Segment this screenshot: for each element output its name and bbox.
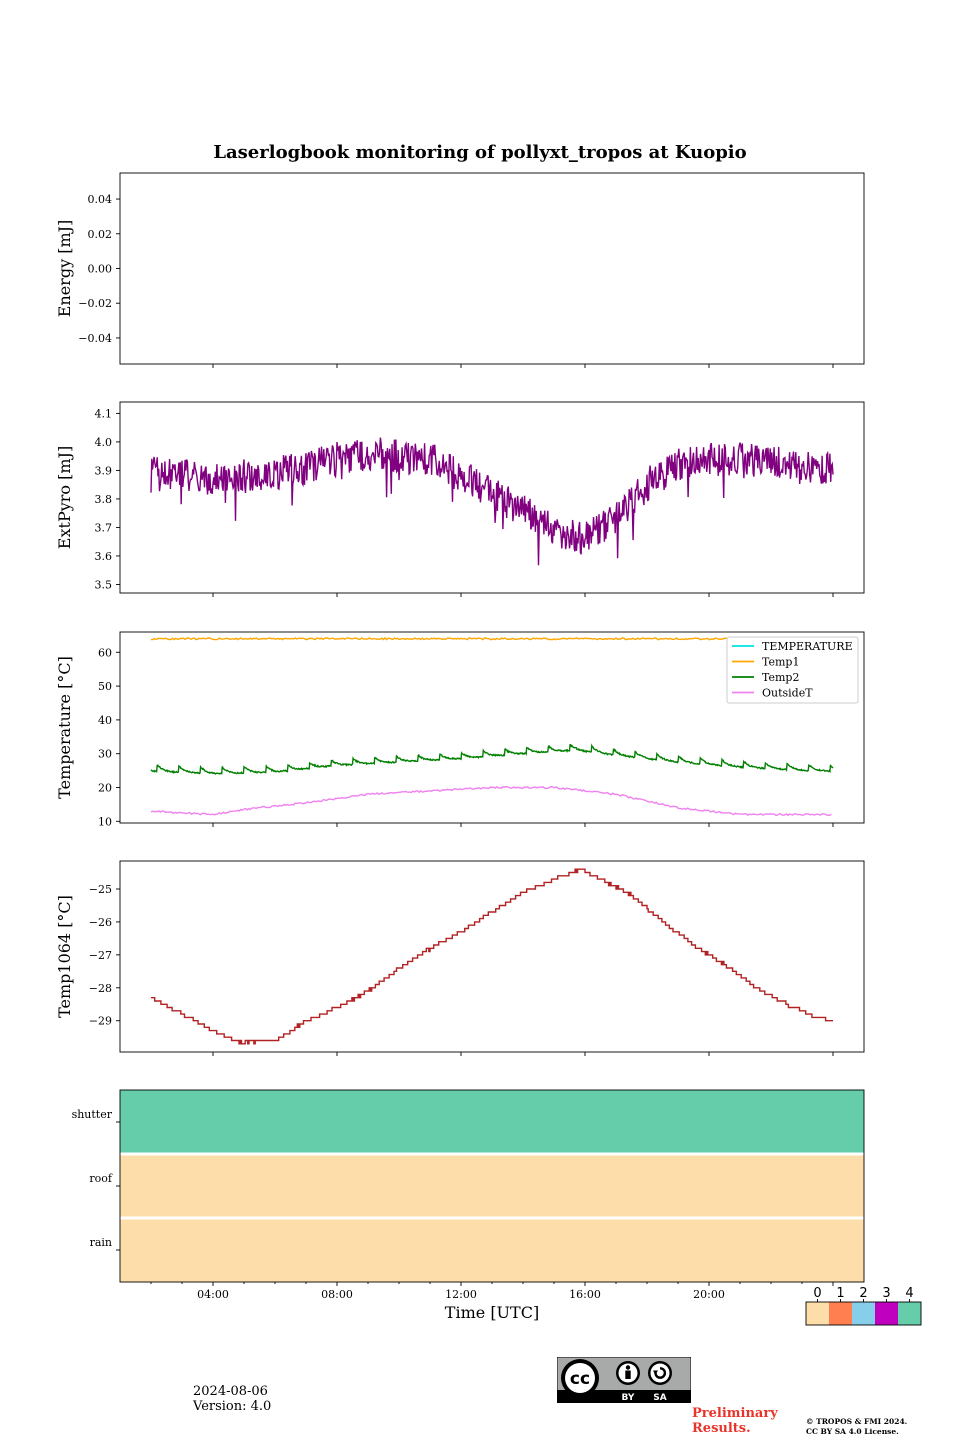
panel-3: 10 20 30 40 50 60 Temperature [°C] TEMPERATURE T… <box>55 631 865 828</box>
y-tick-label: −25 <box>89 883 112 896</box>
y-tick-label: 10 <box>98 815 112 828</box>
colorbar-swatch-4 <box>898 1302 921 1325</box>
y-tick-label: −28 <box>89 982 112 995</box>
colorbar-swatch-0 <box>806 1302 829 1325</box>
series-temp1 <box>151 636 832 641</box>
series-line-0 <box>151 868 833 1045</box>
series-outsidet <box>150 785 832 817</box>
y-tick-label: −0.02 <box>78 297 112 310</box>
panel-5: shutter roof rain 04:00 08:00 12:00 16:00 20:00 <box>72 1089 865 1301</box>
colorbar-frame <box>805 1301 922 1326</box>
x-tick-label: 04:00 <box>197 1288 229 1301</box>
x-tick-label: 08:00 <box>321 1288 353 1301</box>
y-tick-label: 3.9 <box>95 464 113 477</box>
y-tick-label: 0.00 <box>88 263 113 276</box>
colorbar-tick-label: 2 <box>859 1286 867 1301</box>
y-tick-label: 3.8 <box>95 493 113 506</box>
x-tick-label: 12:00 <box>445 1288 477 1301</box>
plot-frame <box>119 172 865 365</box>
svg-text:cc: cc <box>570 1369 590 1389</box>
plot-frame <box>119 401 865 594</box>
y-tick-label: 4.1 <box>95 407 113 420</box>
legend-entry: OutsideT <box>762 687 813 700</box>
x-axis-label: Time [UTC] <box>445 1303 539 1322</box>
y-tick-label: 3.7 <box>95 521 113 534</box>
y-tick-label: 3.6 <box>95 550 113 563</box>
date-label: 2024-08-06 <box>193 1384 268 1399</box>
y-tick-label: 4.0 <box>95 436 113 449</box>
y-axis-label: Energy [mJ] <box>55 220 74 318</box>
legend-box <box>726 636 859 704</box>
y-tick-label: 0.02 <box>88 228 113 241</box>
y-tick-label: −26 <box>89 916 112 929</box>
figure-title: Laserlogbook monitoring of pollyxt_tropo… <box>213 142 746 163</box>
series-temp2 <box>150 743 834 775</box>
y-tick-label: −0.04 <box>78 332 112 345</box>
y-axis-label: ExtPyro [mJ] <box>55 446 74 549</box>
legend-entry: Temp2 <box>762 671 799 684</box>
plot-frame <box>119 860 865 1053</box>
colorbar-swatch-1 <box>829 1302 852 1325</box>
colorbar-tick-label: 3 <box>882 1286 890 1301</box>
version-label: Version: 4.0 <box>193 1399 272 1414</box>
legend-entry: Temp1 <box>762 656 799 669</box>
legend-entry: TEMPERATURE <box>762 640 853 653</box>
y-axis-label: Temp1064 [°C] <box>55 895 74 1018</box>
series-line-0 <box>150 437 834 566</box>
y-tick-label: 3.5 <box>95 578 113 591</box>
row-label: roof <box>89 1172 113 1185</box>
status-row-roof <box>120 1154 864 1218</box>
cc-license-badge: cc BY SA <box>557 1357 691 1403</box>
colorbar-tick-label: 4 <box>905 1286 913 1301</box>
row-label: rain <box>90 1236 112 1249</box>
y-tick-label: 60 <box>98 646 112 659</box>
panel-2: 3.5 3.6 3.7 3.8 3.9 4.0 4.1 ExtPyro [mJ] <box>55 401 865 597</box>
y-axis-label: Temperature [°C] <box>55 656 74 799</box>
y-tick-label: 50 <box>98 680 112 693</box>
status-row-rain <box>120 1218 864 1282</box>
panel-1: −0.04 −0.02 0.00 0.02 0.04 Energy [mJ] <box>55 172 865 368</box>
colorbar-swatch-3 <box>875 1302 898 1325</box>
plot-frame <box>119 631 865 824</box>
y-tick-label: 30 <box>98 748 112 761</box>
panel-4: −29 −28 −27 −26 −25 Temp1064 [°C] <box>55 860 865 1056</box>
y-tick-label: 0.04 <box>88 193 113 206</box>
y-tick-label: −29 <box>89 1015 112 1028</box>
svg-text:BY: BY <box>622 1393 635 1403</box>
colorbar-tick-label: 1 <box>836 1286 844 1301</box>
date-version-block: 2024-08-06 Version: 4.0 <box>193 1384 271 1414</box>
x-tick-label: 16:00 <box>569 1288 601 1301</box>
y-tick-label: −27 <box>89 949 112 962</box>
y-tick-label: 20 <box>98 782 112 795</box>
x-tick-label: 20:00 <box>693 1288 725 1301</box>
svg-text:SA: SA <box>653 1393 666 1403</box>
row-label: shutter <box>72 1108 113 1121</box>
status-row-shutter <box>120 1090 864 1154</box>
preliminary-results-note: Preliminary Results. <box>692 1406 778 1436</box>
y-tick-label: 40 <box>98 714 112 727</box>
copyright-note: © TROPOS & FMI 2024. CC BY SA 4.0 Licens… <box>806 1417 908 1436</box>
colorbar-swatch-2 <box>852 1302 875 1325</box>
colorbar-tick-label: 0 <box>813 1286 821 1301</box>
